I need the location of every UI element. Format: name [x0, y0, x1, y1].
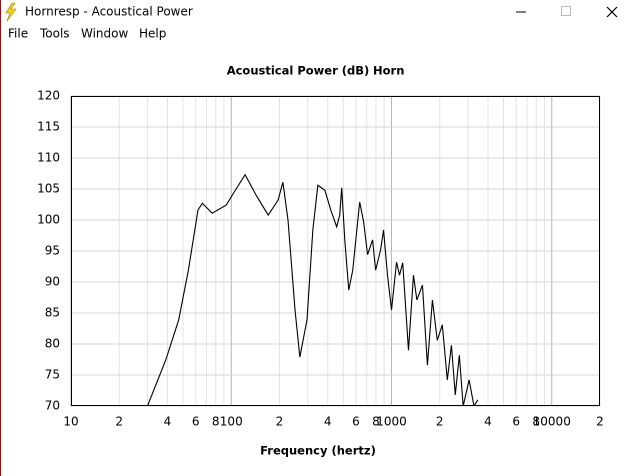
y-tick-label: 115 [37, 120, 60, 134]
y-tick-label: 110 [37, 151, 60, 165]
plot-frame [71, 96, 600, 406]
x-tick-label: 1000 [376, 415, 407, 429]
x-tick-label: 10000 [533, 415, 571, 429]
y-tick-label: 90 [45, 275, 60, 289]
x-tick-label: 10 [63, 415, 78, 429]
y-tick-label: 85 [45, 306, 60, 320]
x-tick-label: 6 [192, 415, 200, 429]
menu-bar: File Tools Window Help [8, 27, 166, 41]
x-tick-label: 4 [484, 415, 492, 429]
x-tick-label: 8 [212, 415, 220, 429]
menu-item[interactable]: Help [139, 27, 166, 41]
y-tick-label: 100 [37, 213, 60, 227]
y-tick-label: 120 [37, 89, 60, 103]
x-tick-label: 8 [532, 415, 540, 429]
y-tick-label: 105 [37, 182, 60, 196]
x-tick-label: 6 [352, 415, 360, 429]
x-tick-label: 8 [372, 415, 380, 429]
window-title: Hornresp - Acoustical Power [25, 5, 193, 19]
x-tick-label: 2 [436, 415, 444, 429]
y-tick-label: 80 [45, 337, 60, 351]
x-axis-label: Frequency (hertz) [260, 444, 376, 458]
x-tick-label: 4 [324, 415, 332, 429]
menu-item[interactable]: Tools [39, 27, 70, 41]
app-icon [5, 2, 17, 22]
chart-title: Acoustical Power (dB) [227, 64, 370, 78]
menu-item[interactable]: Window [81, 27, 129, 41]
response-line [146, 173, 479, 406]
menu-item[interactable]: File [8, 27, 28, 41]
maximize-button[interactable] [561, 6, 571, 16]
y-tick-label: 70 [45, 399, 60, 413]
x-tick-label: 6 [512, 415, 520, 429]
y-tick-label: 75 [45, 368, 60, 382]
close-button[interactable] [606, 6, 618, 18]
y-tick-label: 95 [45, 244, 60, 258]
chart-subtitle: Horn [373, 64, 404, 78]
x-tick-label: 2 [276, 415, 284, 429]
x-tick-label: 2 [596, 415, 604, 429]
x-tick-label: 100 [220, 415, 243, 429]
x-tick-label: 4 [164, 415, 172, 429]
x-tick-label: 2 [115, 415, 123, 429]
